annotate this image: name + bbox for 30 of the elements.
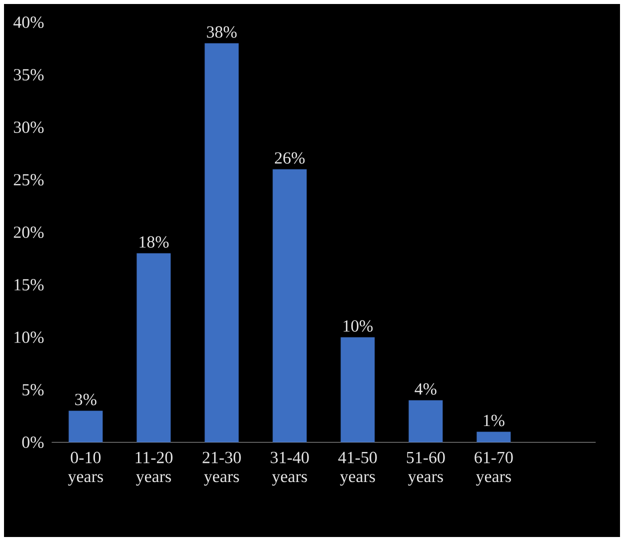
x-tick-label: 41-50 years (338, 452, 377, 486)
bar (68, 410, 103, 442)
data-label: 4% (414, 383, 436, 395)
x-tick-label: 0-10 years (68, 452, 103, 486)
bar (476, 432, 511, 442)
y-tick-label: 0% (22, 436, 44, 448)
y-tick-label: 35% (14, 69, 44, 81)
bar (340, 337, 375, 442)
bar (408, 400, 443, 442)
data-label: 18% (140, 236, 169, 248)
data-label: 3% (75, 394, 96, 406)
data-label: 26% (274, 152, 305, 164)
x-tick-label: 61-70 years (474, 452, 513, 486)
data-label: 1% (484, 414, 504, 426)
y-tick-label: 15% (14, 279, 44, 291)
y-tick-label: 25% (14, 174, 44, 186)
bar (204, 43, 239, 442)
bar (136, 253, 171, 442)
y-tick-label: 40% (13, 16, 44, 28)
data-label: 38% (206, 26, 237, 38)
y-tick-label: 10% (14, 332, 44, 344)
x-tick-label: 11-20 years (136, 452, 172, 486)
y-tick-label: 20% (14, 226, 44, 238)
bar (272, 169, 307, 442)
data-label: 10% (344, 320, 373, 332)
y-tick-label: 5% (22, 384, 44, 396)
y-tick-label: 30% (14, 122, 44, 134)
x-tick-label: 31-40 years (270, 452, 309, 486)
x-tick-label: 21-30 years (202, 452, 241, 486)
x-tick-label: 51-60 years (406, 452, 445, 486)
